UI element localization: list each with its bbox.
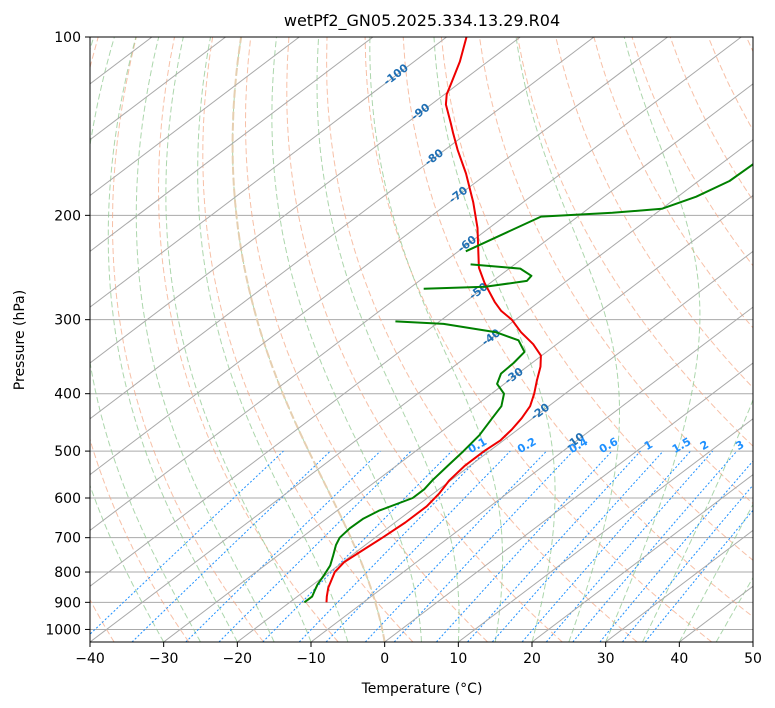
y-tick-label: 400 bbox=[54, 387, 81, 403]
y-tick-label: 900 bbox=[54, 595, 81, 611]
mixing-ratio-line bbox=[436, 450, 613, 642]
dry-adiabat bbox=[402, 37, 753, 618]
dry-adiabat bbox=[244, 37, 488, 642]
moist-adiabat bbox=[715, 576, 753, 642]
y-tick-label: 800 bbox=[54, 565, 81, 581]
ice-adiabat bbox=[231, 37, 386, 642]
isotherm-line bbox=[90, 37, 300, 197]
dry-adiabat bbox=[593, 37, 753, 329]
dry-adiabat bbox=[90, 37, 190, 642]
plot-frame bbox=[89, 36, 754, 643]
plot-area: -100-90-80-70-60-50-40-30-20-100.1 0.2 0.4… bbox=[90, 37, 753, 642]
x-tick-label: 10 bbox=[449, 651, 467, 667]
pressure-grid bbox=[90, 37, 753, 630]
isotherm-line bbox=[90, 37, 226, 141]
chart-title: wetPf2_GN05.2025.334.13.29.R04 bbox=[284, 11, 560, 31]
y-tick-label: 300 bbox=[54, 313, 81, 329]
x-tick-label: −20 bbox=[223, 651, 253, 667]
isotherms bbox=[90, 37, 753, 642]
isotherm-line bbox=[90, 37, 447, 308]
dry-adiabat bbox=[326, 37, 638, 642]
isotherm-line bbox=[531, 473, 753, 642]
moist-adiabat bbox=[90, 37, 201, 642]
mixing-ratio-line bbox=[521, 450, 691, 642]
moist-adiabat bbox=[605, 37, 701, 642]
mixing-ratio-line bbox=[262, 450, 453, 642]
isotherm-line bbox=[90, 37, 374, 252]
mixing-ratio-line bbox=[325, 450, 511, 642]
mixing-ratio-line bbox=[218, 450, 412, 642]
moist-adiabat bbox=[135, 37, 275, 642]
isotherm-line bbox=[605, 529, 753, 642]
dewpoint-profile bbox=[465, 162, 753, 253]
dewpoint-profile bbox=[303, 320, 526, 604]
dry-adiabat bbox=[286, 37, 563, 642]
x-tick-label: 30 bbox=[597, 651, 615, 667]
dry-adiabat bbox=[111, 37, 264, 642]
moist-adiabat bbox=[369, 37, 504, 642]
moist-adiabat bbox=[642, 398, 753, 642]
isotherm-line bbox=[90, 37, 595, 420]
mixing-ratio-line bbox=[298, 450, 486, 642]
dry-adiabat bbox=[202, 37, 414, 642]
moist-adiabat bbox=[107, 37, 238, 642]
mixing-ratio-line bbox=[90, 450, 284, 635]
isotherm-line bbox=[458, 418, 753, 642]
mixing-ratio-line bbox=[467, 450, 641, 642]
isotherm-line bbox=[90, 37, 668, 476]
temperature-profile bbox=[325, 37, 542, 603]
y-tick-label: 700 bbox=[54, 531, 81, 547]
dry-adiabats bbox=[90, 37, 753, 642]
mixing-ratio-line bbox=[185, 450, 381, 642]
x-tick-label: −30 bbox=[149, 651, 179, 667]
x-tick-label: 50 bbox=[744, 651, 762, 667]
dry-adiabat bbox=[157, 37, 339, 642]
y-tick-label: 100 bbox=[54, 30, 81, 46]
isotherm-line bbox=[237, 250, 753, 642]
moist-adiabat bbox=[316, 37, 460, 642]
mixing-ratio-line bbox=[599, 460, 753, 642]
y-axis-ticks: 100 200 300 400 500 600 700 800 900 1000 bbox=[45, 30, 90, 638]
sounding-series bbox=[303, 37, 753, 604]
isotherm-line bbox=[90, 139, 753, 642]
x-tick-label: 40 bbox=[670, 651, 688, 667]
x-axis-label: Temperature (°C) bbox=[361, 681, 483, 697]
x-axis-ticks: −40 −30 −20 −10 0 10 20 30 40 50 bbox=[75, 642, 762, 667]
dry-adiabat bbox=[479, 37, 753, 505]
dry-adiabat bbox=[440, 37, 753, 561]
moist-adiabat bbox=[678, 503, 753, 642]
x-tick-label: 20 bbox=[523, 651, 541, 667]
dewpoint-profile bbox=[423, 263, 533, 290]
moist-adiabat bbox=[197, 37, 349, 642]
y-tick-label: 1000 bbox=[45, 622, 81, 638]
y-tick-label: 600 bbox=[54, 491, 81, 507]
isotherm-line bbox=[90, 83, 753, 587]
y-axis-label: Pressure (hPa) bbox=[12, 290, 28, 390]
ice-adiabat-line bbox=[231, 37, 386, 642]
moist-adiabat bbox=[515, 37, 620, 642]
x-tick-label: −10 bbox=[296, 651, 326, 667]
mixing-ratio-line bbox=[622, 484, 753, 642]
isotherm-line bbox=[163, 194, 753, 642]
moist-adiabat bbox=[433, 37, 556, 642]
y-tick-label: 500 bbox=[54, 444, 81, 460]
isotherm-line bbox=[384, 362, 753, 642]
x-tick-label: 0 bbox=[380, 651, 389, 667]
mixing-ratio-line bbox=[364, 450, 547, 642]
x-tick-label: −40 bbox=[75, 651, 105, 667]
y-tick-label: 200 bbox=[54, 208, 81, 224]
isotherm-line bbox=[90, 37, 742, 532]
isotherm-line bbox=[310, 306, 753, 642]
isotherm-line bbox=[90, 37, 521, 364]
